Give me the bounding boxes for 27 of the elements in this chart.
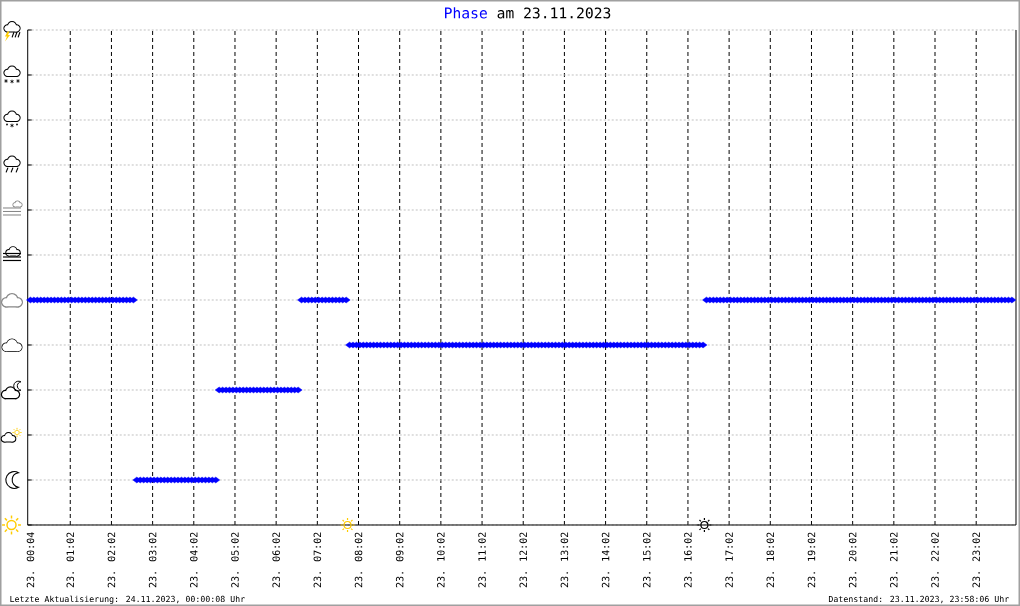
x-tick-label: 23. 19:02 xyxy=(807,532,816,588)
x-tick-label: 23. 09:02 xyxy=(395,532,404,588)
text: Letzte Aktualisierung: 24.11.2023, 00:00:08 Uhr xyxy=(10,595,245,604)
x-tick-label: 23. 15:02 xyxy=(642,532,651,588)
x-tick-label: 23. 05:02 xyxy=(231,532,239,588)
x-tick-label: 23. 06:02 xyxy=(272,532,280,588)
x-tick-label: 23. 10:02 xyxy=(437,532,445,588)
x-tick-label: 23. 02:02 xyxy=(107,532,116,588)
text: Datenstand: 23.11.2023, 23:58:06 Uhr xyxy=(828,595,1009,604)
x-tick-label: 23. 22:02 xyxy=(931,532,939,588)
x-tick-label: 23. 14:02 xyxy=(601,532,610,588)
x-tick-label: 23. 08:02 xyxy=(354,532,363,588)
x-tick-label: 23. 13:02 xyxy=(560,532,569,588)
x-tick-label: 23. 00:04 xyxy=(26,532,35,588)
x-tick-label: 23. 16:02 xyxy=(684,532,692,588)
x-tick-label: 23. 21:02 xyxy=(890,532,898,588)
x-tick-label: 23. 18:02 xyxy=(766,532,775,588)
x-tick-label: 23. 23:02 xyxy=(972,532,980,588)
chart-title: Phase am 23.11.2023 xyxy=(445,7,611,19)
x-tick-label: 23. 01:02 xyxy=(66,532,75,588)
x-tick-label: 23. 04:02 xyxy=(190,532,198,588)
x-tick-label: 23. 12:02 xyxy=(519,532,528,588)
x-tick-label: 23. 07:02 xyxy=(313,532,322,588)
x-tick-label: 23. 20:02 xyxy=(848,532,857,588)
x-tick-label: 23. 11:02 xyxy=(478,532,486,588)
x-tick-label: 23. 03:02 xyxy=(148,532,157,588)
x-tick-label: 23. 17:02 xyxy=(725,532,733,588)
